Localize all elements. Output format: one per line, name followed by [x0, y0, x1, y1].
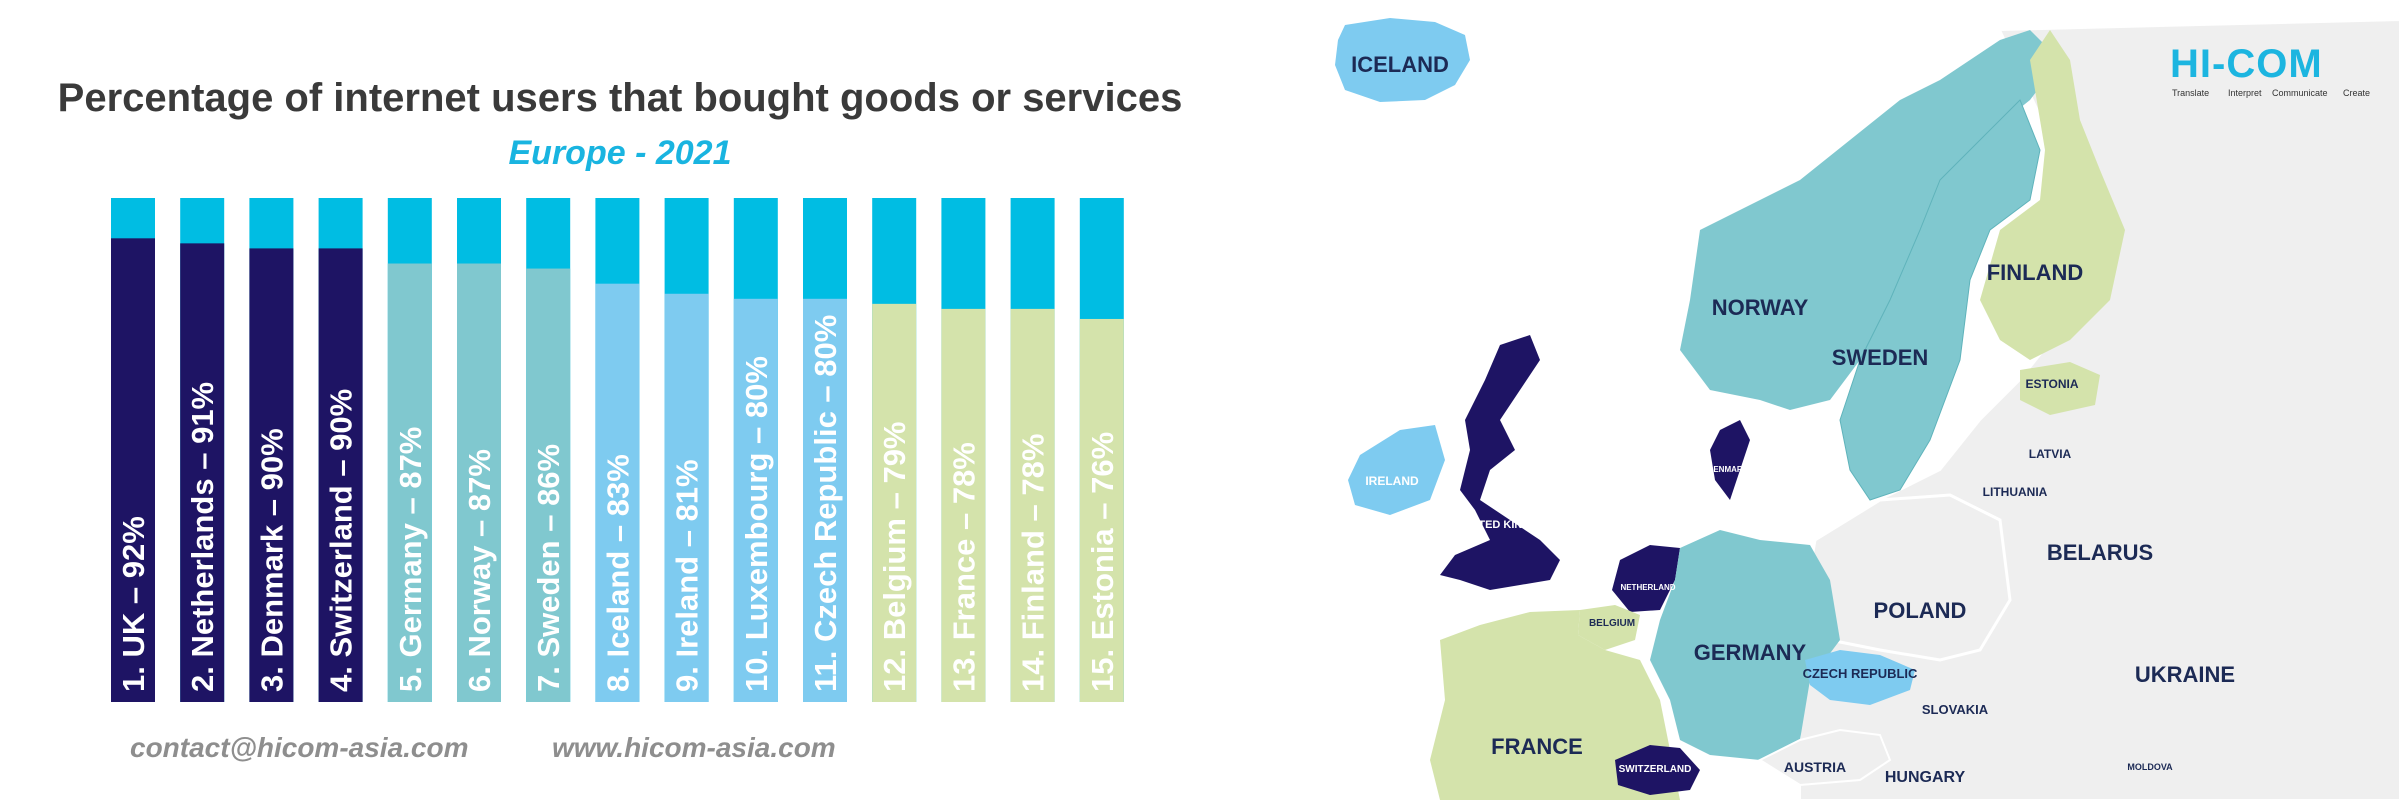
- bar-label: 7. Sweden – 86%: [531, 444, 566, 692]
- map-label-netherland: NETHERLAND: [1620, 583, 1675, 592]
- map-label-switzerland: SWITZERLAND: [1619, 764, 1692, 775]
- map-norway: [1680, 30, 2060, 410]
- map-label-belarus: BELARUS: [2047, 540, 2153, 565]
- map-ireland: [1348, 425, 1445, 515]
- map-label-hungary: HUNGARY: [1885, 769, 1966, 786]
- bar-label: 12. Belgium – 79%: [877, 421, 912, 692]
- bar-netherlands: [180, 243, 225, 703]
- bar-label: 1. UK – 92%: [116, 516, 151, 692]
- bar-ireland: [664, 293, 709, 702]
- bar-label: 11. Czech Republic – 80%: [808, 315, 843, 692]
- map-austria: [1757, 728, 1892, 787]
- bar-chart: 1. UK – 92% 2. Netherlands – 91% 3. Denmar…: [111, 198, 1124, 703]
- bar-iceland: [595, 283, 640, 702]
- map-label-moldova: MOLDOVA: [2127, 762, 2173, 772]
- bar-label: 10. Luxembourg – 80%: [739, 356, 774, 692]
- bar-label: 5. Germany – 87%: [393, 427, 428, 692]
- map-denmark: [1710, 420, 1750, 500]
- map-label-france: FRANCE: [1491, 734, 1583, 759]
- map-label-lithuania: LITHUANIA: [1983, 485, 2048, 499]
- hicom-logo: HI-COM: [2170, 42, 2323, 86]
- bar-label: 3. Denmark – 90%: [254, 428, 289, 692]
- bar-sweden: [526, 268, 571, 702]
- map-iceland: [1335, 18, 1470, 102]
- chart-panel: Percentage of internet users that bought…: [58, 76, 1183, 763]
- bar-label: 15. Estonia – 76%: [1085, 432, 1120, 692]
- bar-norway: [457, 263, 501, 702]
- map-label-uk: UNITED KINGDOM: [1459, 519, 1556, 531]
- tagline-interpret: Interpret: [2228, 88, 2262, 98]
- bar-label: 9. Ireland – 81%: [670, 459, 705, 692]
- map-label-latvia: LATVIA: [2029, 447, 2072, 461]
- contact-email[interactable]: contact@hicom-asia.com: [130, 732, 469, 763]
- bar-denmark: [249, 248, 294, 702]
- bar-label: 14. Finland – 78%: [1016, 434, 1051, 692]
- bar-label: 8. Iceland – 83%: [600, 454, 635, 692]
- website-link[interactable]: www.hicom-asia.com: [552, 732, 836, 763]
- bar-switzerland: [318, 248, 363, 702]
- map-switzerland: [1615, 745, 1700, 795]
- tagline-communicate: Communicate: [2272, 88, 2328, 98]
- map-netherlands: [1612, 545, 1680, 612]
- bar-belgium: [872, 303, 917, 702]
- map-france: [1430, 610, 1680, 800]
- map-label-norway: NORWAY: [1712, 295, 1809, 320]
- map-belgium: [1578, 605, 1640, 650]
- map-label-estonia: ESTONIA: [2025, 377, 2078, 391]
- map-label-poland: POLAND: [1874, 598, 1967, 623]
- bar-label: 6. Norway – 87%: [462, 449, 497, 692]
- bar-label: 13. France – 78%: [946, 442, 981, 692]
- map-finland: [1980, 30, 2125, 360]
- tagline-create: Create: [2343, 88, 2371, 98]
- map-label-czech: CZECH REPUBLIC: [1803, 666, 1918, 681]
- bar-czech-republic: [803, 298, 847, 702]
- bar-finland: [1010, 308, 1055, 702]
- map-label-germany: GERMANY: [1694, 640, 1807, 665]
- map-label-austria: AUSTRIA: [1784, 759, 1846, 775]
- map-label-belgium: BELGIUM: [1589, 618, 1635, 629]
- map-czech: [1805, 650, 1915, 705]
- bar-france: [941, 308, 986, 702]
- map-label-finland: FINLAND: [1987, 260, 2084, 285]
- chart-subtitle: Europe - 2021: [508, 134, 732, 172]
- map-germany: [1650, 530, 1840, 760]
- map-label-ukraine: UKRAINE: [2135, 662, 2235, 687]
- map-label-ireland: IRELAND: [1365, 474, 1419, 488]
- europe-map: ICELAND NORWAY SWEDEN FINLAND ESTONIA LA…: [1240, 0, 2400, 800]
- map-label-sweden: SWEDEN: [1832, 345, 1929, 370]
- tagline-translate: Translate: [2172, 88, 2210, 98]
- map-label-denmark: DENMARK: [1708, 465, 1749, 474]
- chart-title: Percentage of internet users that bought…: [57, 76, 1183, 120]
- bar-label: 2. Netherlands – 91%: [185, 382, 220, 692]
- map-estonia: [2020, 362, 2100, 415]
- bar-luxembourg: [733, 298, 778, 702]
- bar-uk: [111, 238, 155, 702]
- map-sweden: [1839, 99, 2041, 501]
- map-uk: [1440, 335, 1560, 590]
- bar-germany: [387, 263, 432, 702]
- map-label-iceland: ICELAND: [1351, 52, 1449, 77]
- bar-label: 4. Switzerland – 90%: [324, 389, 359, 692]
- map-label-slovakia: SLOVAKIA: [1922, 702, 1989, 717]
- bar-estonia: [1079, 318, 1124, 702]
